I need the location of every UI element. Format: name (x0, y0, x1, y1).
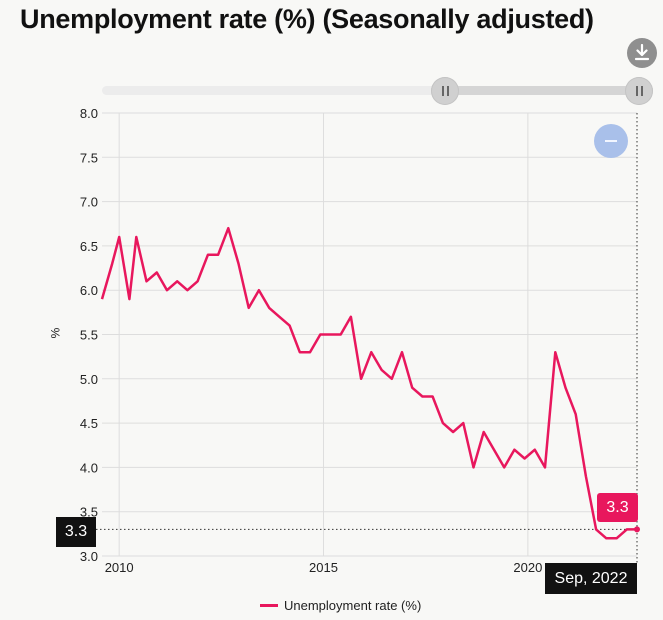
y-tick-label: 4.0 (80, 460, 98, 475)
y-tick-label: 5.5 (80, 328, 98, 343)
point-value-badge: 3.3 (597, 493, 638, 522)
y-tick-label: 5.0 (80, 372, 98, 387)
y-tick-label: 7.0 (80, 195, 98, 210)
download-icon (634, 44, 650, 61)
chart-title: Unemployment rate (%) (Seasonally adjust… (20, 4, 594, 34)
range-end-handle[interactable] (625, 77, 653, 105)
y-axis-label: % (48, 327, 63, 339)
y-tick-label: 8.0 (80, 106, 98, 121)
legend-item[interactable]: Unemployment rate (%) (260, 598, 421, 613)
download-button[interactable] (627, 38, 657, 68)
range-slider-selection[interactable] (445, 86, 639, 95)
y-crosshair-value: 3.3 (56, 517, 96, 547)
y-tick-label: 3.5 (80, 505, 98, 520)
y-tick-label: 4.5 (80, 416, 98, 431)
x-tick-label: 2020 (513, 560, 542, 575)
legend-swatch (260, 604, 278, 607)
highlighted-point (634, 526, 640, 533)
y-tick-label: 6.5 (80, 239, 98, 254)
x-tick-label: 2015 (309, 560, 338, 575)
range-start-handle[interactable] (431, 77, 459, 105)
y-tick-label: 3.0 (80, 549, 98, 564)
series-line-unemployment-rate (100, 226, 637, 540)
y-tick-label: 7.5 (80, 150, 98, 165)
zoom-out-button[interactable] (594, 124, 628, 158)
x-crosshair-date: Sep, 2022 (545, 563, 637, 594)
range-slider-track[interactable] (102, 86, 650, 95)
y-tick-label: 6.0 (80, 283, 98, 298)
minus-icon (605, 140, 617, 142)
legend-label: Unemployment rate (%) (284, 598, 422, 613)
x-tick-label: 2010 (105, 560, 134, 575)
